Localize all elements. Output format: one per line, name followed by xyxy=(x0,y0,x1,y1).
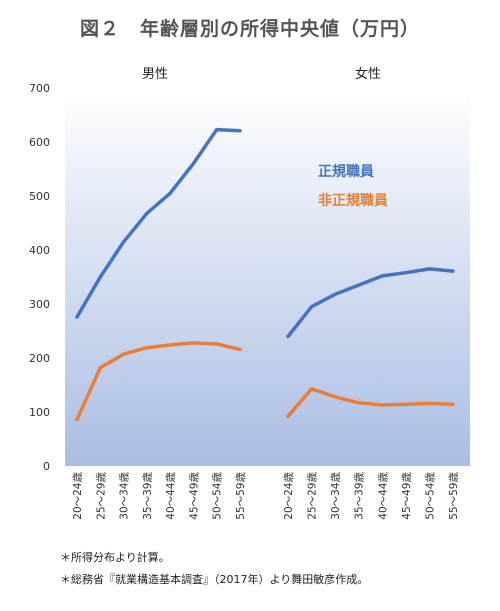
y-tick-label: 200 xyxy=(29,352,50,365)
data-point xyxy=(98,275,102,279)
x-tick-label: 20～24歳 xyxy=(72,472,84,520)
x-tick-label: 20～24歳 xyxy=(283,472,295,520)
x-tick-label: 30～34歳 xyxy=(330,472,342,520)
note-1: ＊所得分布より計算。 xyxy=(60,551,170,564)
y-tick-label: 400 xyxy=(29,244,50,257)
data-point xyxy=(357,283,361,287)
y-tick-label: 500 xyxy=(29,190,50,203)
y-tick-label: 600 xyxy=(29,136,50,149)
panel-label: 男性 xyxy=(142,67,168,82)
y-tick-label: 300 xyxy=(29,298,50,311)
panel-labels: 男性 女性 xyxy=(142,66,381,82)
series-line-regular-male xyxy=(75,127,242,319)
legend-label-nonregular: 非正規職員 xyxy=(318,192,388,209)
data-point xyxy=(286,414,290,418)
series-line-nonregular-female xyxy=(286,387,455,419)
data-point xyxy=(310,387,314,391)
plot-area xyxy=(65,88,470,466)
data-point xyxy=(75,315,79,319)
x-tick-label: 50～54歳 xyxy=(212,472,224,520)
x-tick-label: 40～44歳 xyxy=(377,472,389,520)
data-point xyxy=(191,162,195,166)
data-point xyxy=(145,346,149,350)
x-tick-label: 25～29歳 xyxy=(307,472,319,520)
data-point xyxy=(75,418,79,422)
data-point xyxy=(122,352,126,356)
note-2: ＊総務省『就業構造基本調査』（2017年）より舞田敏彦作成。 xyxy=(60,573,369,586)
legend-label-regular: 正規職員 xyxy=(318,163,374,180)
panel-label: 女性 xyxy=(355,66,381,82)
data-point xyxy=(380,274,384,278)
x-tick-label: 25～29歳 xyxy=(95,472,107,520)
y-axis: 0 100 200 300 400 500 600 700 xyxy=(29,82,50,473)
series-line-nonregular-male xyxy=(75,341,242,422)
data-point xyxy=(122,240,126,244)
x-tick-label: 30～34歳 xyxy=(119,472,131,520)
x-tick-label: 45～49歳 xyxy=(401,472,413,520)
data-point xyxy=(357,401,361,405)
data-point xyxy=(333,395,337,399)
data-point xyxy=(451,402,455,406)
data-point xyxy=(427,401,431,405)
y-tick-label: 700 xyxy=(29,82,50,95)
x-tick-label: 55～59歳 xyxy=(448,472,460,520)
data-point xyxy=(404,402,408,406)
data-point xyxy=(168,343,172,347)
x-tick-label: 35～39歳 xyxy=(354,472,366,520)
x-tick-label: 40～44歳 xyxy=(165,472,177,520)
data-point xyxy=(427,267,431,271)
x-tick-label: 45～49歳 xyxy=(188,472,200,520)
data-point xyxy=(404,271,408,275)
data-point xyxy=(191,341,195,345)
data-point xyxy=(380,403,384,407)
data-point xyxy=(98,366,102,370)
data-point xyxy=(451,269,455,273)
data-point xyxy=(145,211,149,215)
data-point xyxy=(333,292,337,296)
data-point xyxy=(168,191,172,195)
y-tick-label: 0 xyxy=(43,460,50,473)
x-tick-label: 55～59歳 xyxy=(235,472,247,520)
data-point xyxy=(286,334,290,338)
data-point xyxy=(238,129,242,133)
x-tick-label: 35～39歳 xyxy=(142,472,154,520)
y-tick-label: 100 xyxy=(29,406,50,419)
x-tick-label: 50～54歳 xyxy=(424,472,436,520)
data-point xyxy=(215,342,219,346)
data-point xyxy=(310,305,314,309)
data-point xyxy=(238,347,242,351)
chart-title: 図２ 年齢層別の所得中央値（万円） xyxy=(79,18,420,40)
x-axis: 20～24歳 25～29歳 30～34歳 35～39歳 40～44歳 45～49歳 50～5… xyxy=(72,472,460,520)
data-point xyxy=(215,128,219,132)
series-line-regular-female xyxy=(286,267,455,339)
series-lines xyxy=(75,127,455,422)
